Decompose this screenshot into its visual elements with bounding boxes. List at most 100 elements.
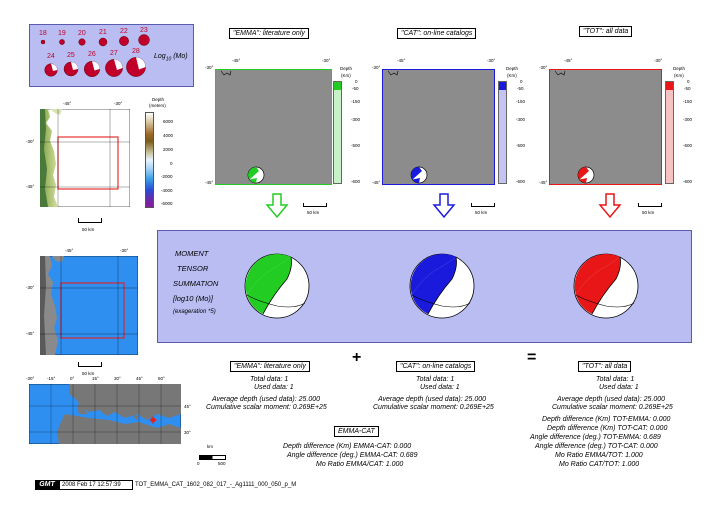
emma-used-data: Used data: 1 — [254, 384, 294, 391]
legend-mag-26: 26 — [88, 51, 96, 58]
world-lat-2: 30° — [184, 430, 191, 435]
world-lon-3: 0° — [70, 376, 75, 381]
cat-depth-tick-5: -600 — [516, 179, 526, 184]
topo-lon-2: -30° — [114, 101, 123, 106]
tot-angle-diff-emma: Angle difference (deg.) TOT-EMMA: 0.689 — [530, 434, 661, 441]
cat-depth-unit: (Km) — [507, 73, 517, 78]
legend-mag-21: 21 — [99, 29, 107, 36]
world-scalebar — [199, 455, 226, 460]
emma-depth-bar — [333, 81, 342, 184]
tot-lon-left: -45° — [564, 58, 573, 63]
legend-mag-19: 19 — [58, 30, 66, 37]
panel-coast-tot — [554, 70, 566, 76]
depth-colorbar — [145, 112, 154, 208]
cat-summed-beachball — [409, 253, 475, 319]
cat-total-data: Total data: 1 — [416, 376, 455, 383]
cat-down-arrow — [432, 193, 456, 219]
plus-operator: + — [352, 349, 362, 366]
legend-mag-20: 20 — [78, 30, 86, 37]
tot-lat-top: -30° — [539, 65, 548, 70]
topo-lon-1: -45° — [63, 101, 72, 106]
summation-line1: MOMENT — [175, 249, 209, 258]
cat-stats-title: "CAT": on-line catalogs — [396, 361, 476, 372]
world-lon-7: 60° — [158, 376, 165, 381]
emma-cumulative-moment: Cumulative scalar moment: 0.269E+25 — [206, 404, 327, 411]
world-lon-1: -30° — [26, 376, 35, 381]
emma-lon-left: -45° — [232, 58, 241, 63]
cat-cumulative-moment: Cumulative scalar moment: 0.269E+25 — [373, 404, 494, 411]
colorbar-tick-1: 6000 — [163, 119, 174, 124]
emma-average-depth: Average depth (used data): 25.000 — [212, 396, 321, 403]
emma-depth-tick-1: -50 — [352, 86, 359, 91]
emma-cat-mo-ratio: Mo Ratio EMMA/CAT: 1.000 — [316, 461, 404, 468]
tot-stats-title: "TOT": all data — [578, 361, 632, 372]
legend-ball-23 — [138, 34, 150, 46]
cat-scalebar-label: 50 km — [475, 210, 488, 215]
cat-lon-right: -30° — [487, 58, 496, 63]
world-lon-6: 45° — [136, 376, 143, 381]
world-map-graphic — [29, 384, 181, 444]
tot-mo-ratio-emma: Mo Ratio EMMA/TOT: 1.000 — [555, 452, 643, 459]
cat-event-beachball — [410, 166, 428, 184]
summation-line2: TENSOR — [177, 264, 209, 273]
panel-coast-cat — [387, 70, 399, 76]
legend-mag-28: 28 — [132, 48, 140, 55]
panel-map-tot — [549, 69, 662, 185]
cat-depth-bar — [498, 81, 507, 184]
emma-lat-top: -30° — [205, 65, 214, 70]
tot-used-data: Used data: 1 — [599, 384, 639, 391]
emma-stats-title: "EMMA": literature only — [230, 361, 310, 372]
tot-angle-diff-cat: Angle difference (deg.) TOT-CAT: 0.000 — [535, 443, 658, 450]
tot-depth-diff-emma: Depth difference (Km) TOT-EMMA: 0.000 — [542, 416, 671, 423]
equals-operator: = — [527, 349, 537, 366]
world-lon-5: 30° — [114, 376, 121, 381]
emma-down-arrow — [265, 193, 289, 219]
summation-line4: [log10 (Mo)] — [173, 294, 214, 303]
world-lon-4: 15° — [92, 376, 99, 381]
ocean-map: -45° -30° -30° -45° — [26, 248, 138, 355]
emma-depth-tick-2: -150 — [351, 99, 361, 104]
panel-map-cat — [382, 69, 495, 185]
legend-scale-label: Log10 (Mo) — [154, 53, 188, 63]
cat-lat-bottom: -45° — [372, 180, 381, 185]
legend-ball-20 — [78, 38, 86, 46]
colorbar-tick-6: -4000 — [161, 188, 173, 193]
colorbar-title: Depth — [152, 97, 165, 102]
legend-mag-18: 18 — [39, 30, 47, 37]
magnitude-legend-balls — [40, 34, 150, 78]
ocean-map-graphic — [40, 256, 138, 355]
emma-depth-tick-4: -500 — [351, 143, 361, 148]
panel-coast-emma — [220, 70, 232, 76]
footer-timestamp: 2008 Feb 17 12:57:39 — [59, 480, 133, 490]
emma-scalebar — [303, 203, 327, 207]
tot-lon-right: -30° — [654, 58, 663, 63]
ocean-scalebar-label: 50 km — [82, 371, 95, 376]
world-lon-2: -15° — [47, 376, 56, 381]
colorbar-tick-5: -2000 — [161, 174, 173, 179]
tot-scalebar-label: 50 km — [642, 210, 655, 215]
tot-average-depth: Average depth (used data): 25.000 — [557, 396, 666, 403]
cat-used-data: Used data: 1 — [420, 384, 460, 391]
cat-depth-tick-0: 0 — [520, 79, 523, 84]
emma-cat-depth-diff: Depth difference (Km) EMMA-CAT: 0.000 — [283, 443, 412, 450]
gmt-logo: GMT — [35, 480, 59, 490]
emma-cat-title: EMMA-CAT — [334, 426, 379, 437]
emma-depth-tick-3: -300 — [351, 117, 361, 122]
topography-map-graphic — [40, 109, 130, 207]
topo-lat-1: -30° — [26, 139, 35, 144]
emma-lat-bottom: -45° — [205, 180, 214, 185]
emma-total-data: Total data: 1 — [250, 376, 289, 383]
tot-event-beachball — [577, 166, 595, 184]
footer-filename: TOT_EMMA_CAT_1602_082_017_-_Ag1111_000_0… — [135, 482, 297, 488]
tot-cumulative-moment: Cumulative scalar moment: 0.269E+25 — [552, 404, 673, 411]
colorbar-tick-7: -6000 — [161, 201, 173, 206]
summation-line5: (exageration *5) — [173, 309, 216, 315]
legend-mag-27: 27 — [110, 50, 118, 57]
ocean-scalebar — [78, 362, 102, 367]
tot-down-arrow — [598, 193, 622, 219]
magnitude-legend: 18 19 20 21 22 23 24 25 26 27 28 Log10 (… — [29, 24, 194, 87]
tot-depth-tick-0: 0 — [687, 79, 690, 84]
cat-depth-tick-3: -300 — [516, 117, 526, 122]
colorbar-tick-3: 2000 — [163, 147, 174, 152]
summation-line3: SUMMATION — [173, 279, 219, 288]
